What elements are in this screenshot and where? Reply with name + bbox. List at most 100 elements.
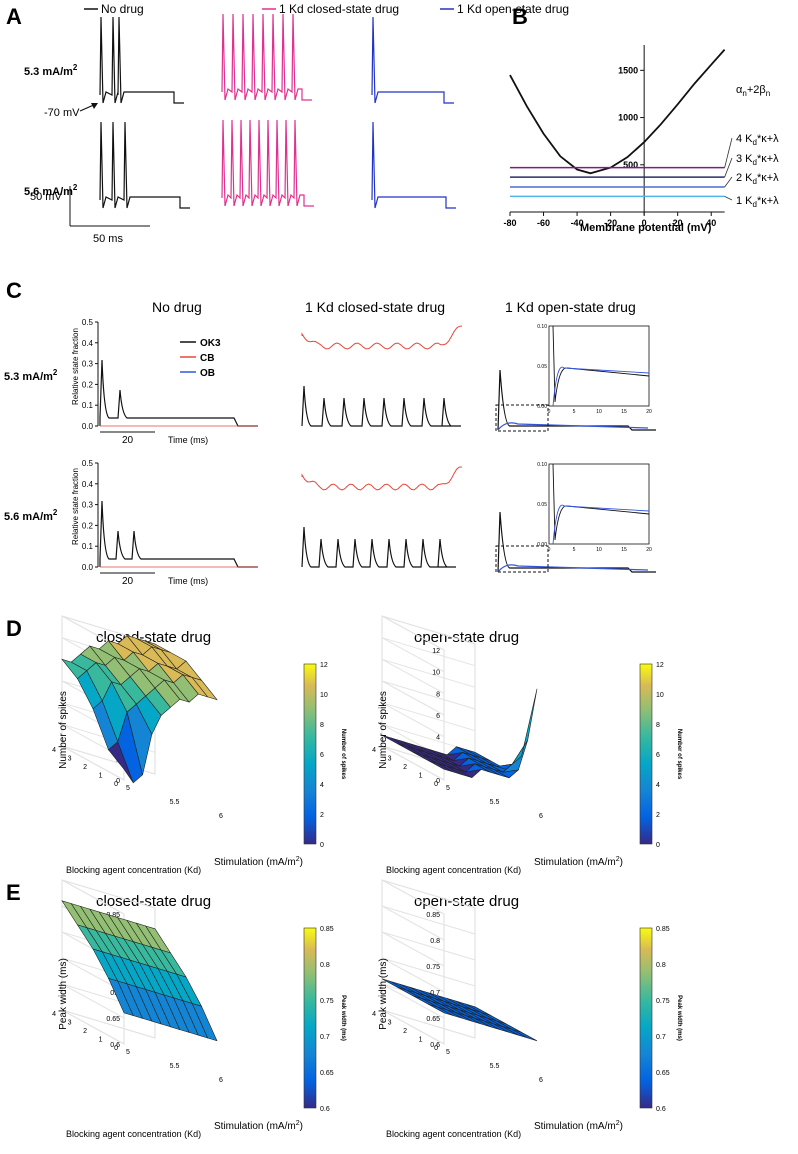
d-closed-cbar-tick: 4 (320, 782, 324, 789)
kd-label-4: 4 Kd*κ+λ (736, 133, 779, 147)
b-xtick-label: -40 (571, 218, 584, 228)
d-open-ytick: 3 (388, 756, 392, 763)
e-closed-zgrid (61, 1009, 156, 1045)
e-closed-xtick: 6 (219, 1077, 223, 1084)
inset-xtick: 20 (646, 547, 652, 553)
panel-label-a: A (6, 4, 22, 29)
c-inset-top-ob (552, 366, 650, 407)
inset-xtick: 20 (646, 409, 652, 415)
c-ytick-label: 0.4 (82, 480, 94, 489)
c-ytick-label: 0.1 (82, 542, 94, 551)
e-open-ztick: 0.7 (430, 990, 440, 997)
c-ytick-label: 0.5 (82, 459, 94, 468)
b-ytick-label: 1500 (618, 65, 638, 75)
inset-ytick: 0.00 (537, 542, 547, 548)
e-open-zlabel: Peak width (ms) (378, 958, 389, 1030)
d-open-ztick: 12 (432, 648, 440, 655)
d-closed-xtick: 5 (126, 785, 130, 792)
e-open-cbar-tick: 0.7 (656, 1034, 666, 1041)
b-connector (724, 157, 733, 178)
e-open-xtick: 6 (539, 1077, 543, 1084)
e-closed-cbar-tick: 0.75 (320, 998, 334, 1005)
e-closed-xtick: 5.5 (170, 1063, 180, 1070)
d-open-cbar-tick: 8 (656, 722, 660, 729)
c-ytick-label: 0.2 (82, 380, 94, 389)
c-inset-top (548, 325, 650, 407)
d-closed-zlabel: Number of spikes (58, 691, 69, 769)
d-open-cell (511, 688, 538, 765)
c-title-no-drug: No drug (152, 299, 202, 315)
stim-label-bottom: 5.6 mA/m2 (24, 183, 78, 198)
e-closed-colorbar (303, 927, 317, 1109)
d-open-ytick: 1 (419, 773, 423, 780)
e-open-xtick: 5 (446, 1049, 450, 1056)
e-open-cbar-tick: 0.85 (656, 926, 670, 933)
d-closed-xlabel: Stimulation (mA/m2) (214, 856, 303, 868)
b-ytick-label: 500 (623, 160, 638, 170)
d-closed-ytick: 4 (52, 747, 56, 754)
d-open-cbar-tick: 10 (656, 692, 664, 699)
e-open-ytick: 1 (419, 1037, 423, 1044)
d-open-zlabel: Number of spikes (378, 691, 389, 769)
e-open-xlabel: Stimulation (mA/m2) (534, 1120, 623, 1132)
e-closed-cbar-tick: 0.7 (320, 1034, 330, 1041)
c-zoom-box-top (495, 404, 549, 432)
c-inset-bottom-ob (552, 504, 650, 545)
c-ok3-closed-5.6 (301, 526, 456, 568)
b-xtick-label: 0 (642, 218, 647, 228)
d-closed-colorbar (303, 663, 317, 845)
d-open-ztick: 0 (436, 778, 440, 785)
d-open-xtick: 6 (539, 813, 543, 820)
c-open-5.3-ob (497, 422, 649, 431)
e-open-zgrid (381, 879, 476, 915)
e-open-cbar-tick: 0.65 (656, 1070, 670, 1077)
d-open-ylabel: Blocking agent concentration (Kd) (386, 865, 521, 875)
d-closed-cell (191, 676, 218, 701)
stim-label-top: 5.3 mA/m2 (24, 63, 78, 78)
d-open-ztick: 8 (436, 691, 440, 698)
d-title-open: open-state drug (414, 629, 519, 646)
e-open-zgrid (381, 905, 476, 941)
e-open-ztick: 0.65 (426, 1016, 440, 1023)
e-open-zgrid (381, 1009, 476, 1045)
e-open-cbar-tick: 0.8 (656, 962, 666, 969)
state-fraction-plots: 0.0 0.1 0.2 0.3 0.4 0.5 0.0 0.1 0.2 0.3 0.4 0.5 0.00… (82, 318, 656, 573)
e-closed-ytick: 3 (68, 1020, 72, 1027)
e-open-ztick: 0.75 (426, 964, 440, 971)
d-open-cbar-tick: 12 (656, 662, 664, 669)
kd-label-1: 1 Kd*κ+λ (736, 195, 779, 209)
b-ytick-label: 1000 (618, 113, 638, 123)
d-open-ztick: 10 (432, 670, 440, 677)
c-ytick-label: 0.3 (82, 501, 94, 510)
e-closed-ytick: 1 (99, 1037, 103, 1044)
e-open-cell (502, 1026, 528, 1039)
e-closed-ytick: 0 (114, 1045, 118, 1052)
e-title-open: open-state drug (414, 893, 519, 910)
e-closed-cell (191, 1003, 218, 1042)
d-closed-xtick: 6 (219, 813, 223, 820)
d-closed-ztick: 0 (116, 778, 120, 785)
e-closed-zgrid (61, 879, 156, 915)
d-open-cbar-tick: 0 (656, 842, 660, 849)
panel-label-b: B (512, 4, 528, 29)
d-open-cell (391, 737, 417, 750)
c-ylabel-top: Relative state fraction (71, 328, 80, 405)
inset-ytick: 0.00 (537, 404, 547, 410)
d-closed-ytick: 2 (83, 764, 87, 771)
e-closed-cbar-tick: 0.85 (320, 926, 334, 933)
gating-rate-plot: -80 -60 -40 -20 0 20 40 500 1000 1500 (503, 45, 733, 228)
d-open-cbar-tick: 6 (656, 752, 660, 759)
c-time-bottom: Time (ms) (168, 576, 208, 586)
inset-xtick: 0 (548, 547, 551, 553)
scale-time-label: 50 ms (93, 233, 123, 245)
c-title-closed: 1 Kd closed-state drug (305, 299, 445, 315)
inset-ytick: 0.10 (537, 462, 547, 468)
kd-label-3: 3 Kd*κ+λ (736, 153, 779, 167)
b-xlabel: Membrane potential (mV) (580, 222, 712, 234)
e-open-cbar-tick: 0.6 (656, 1106, 666, 1113)
d-closed-ytick: 3 (68, 756, 72, 763)
d-closed-ytick: 1 (99, 773, 103, 780)
resting-potential-label: -70 mV (44, 107, 80, 119)
d-open-xtick: 5.5 (490, 799, 500, 806)
